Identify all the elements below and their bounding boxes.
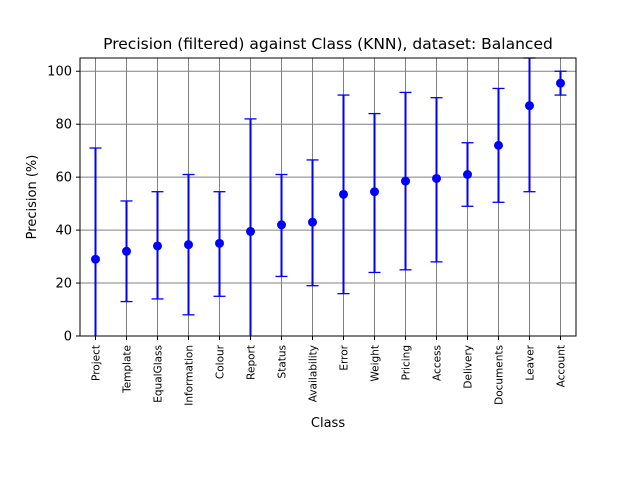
y-tick-label: 40 (55, 224, 72, 239)
data-points (91, 78, 565, 264)
x-tick-label: Information (184, 345, 196, 406)
data-point (122, 246, 131, 256)
x-tick-label: EqualGlass (153, 345, 165, 403)
data-point (184, 240, 193, 250)
data-point (339, 189, 348, 199)
y-tick-label: 80 (55, 118, 72, 133)
data-point (494, 140, 503, 150)
plot-frame (79, 57, 577, 337)
x-tick-label: Delivery (463, 345, 475, 389)
y-tick-label: 60 (55, 171, 72, 186)
x-tick-label: Error (339, 344, 351, 370)
x-tick-label: Availability (308, 345, 320, 402)
data-point (556, 78, 565, 88)
x-tick-label: Weight (370, 345, 382, 382)
y-axis-label: Precision (%) (25, 155, 40, 240)
data-point (277, 220, 286, 230)
data-point (153, 241, 162, 251)
data-point (308, 217, 317, 227)
x-tick-label: Template (122, 345, 134, 394)
x-tick-label: Leaver (525, 344, 537, 380)
x-tick-label: Access (432, 345, 444, 381)
y-axis-ticks: 0 20 40 60 80 100 (47, 65, 80, 345)
x-axis-label: Class (311, 416, 345, 431)
data-point (401, 176, 410, 186)
data-point (432, 173, 441, 183)
data-point (525, 101, 534, 111)
x-tick-label: Pricing (401, 345, 413, 380)
y-tick-label: 100 (47, 65, 72, 80)
y-tick-label: 0 (64, 330, 72, 345)
x-axis-ticks: Project Template EqualGlass Information Colo… (91, 336, 568, 406)
x-tick-label: Status (277, 345, 289, 378)
x-tick-label: Project (91, 345, 103, 381)
data-point (246, 226, 255, 236)
data-point (463, 169, 472, 179)
y-tick-label: 20 (55, 277, 72, 292)
x-tick-label: Report (246, 345, 258, 380)
data-point (370, 187, 379, 197)
x-tick-label: Account (556, 345, 568, 387)
x-tick-label: Colour (215, 344, 227, 379)
data-point (91, 254, 100, 264)
x-tick-label: Documents (494, 345, 506, 405)
chart-title: Precision (filtered) against Class (KNN)… (103, 35, 553, 53)
data-point (215, 238, 224, 248)
